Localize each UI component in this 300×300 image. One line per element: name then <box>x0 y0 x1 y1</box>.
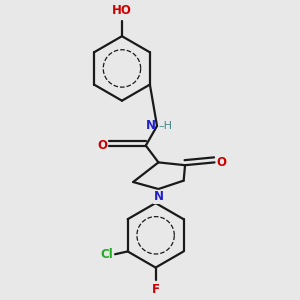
Text: O: O <box>217 156 227 169</box>
Text: F: F <box>152 283 160 296</box>
Text: N: N <box>153 190 164 203</box>
Text: Cl: Cl <box>100 248 113 261</box>
Text: N: N <box>146 119 156 132</box>
Text: O: O <box>97 139 107 152</box>
Text: HO: HO <box>112 4 132 17</box>
Text: –H: –H <box>158 121 172 131</box>
